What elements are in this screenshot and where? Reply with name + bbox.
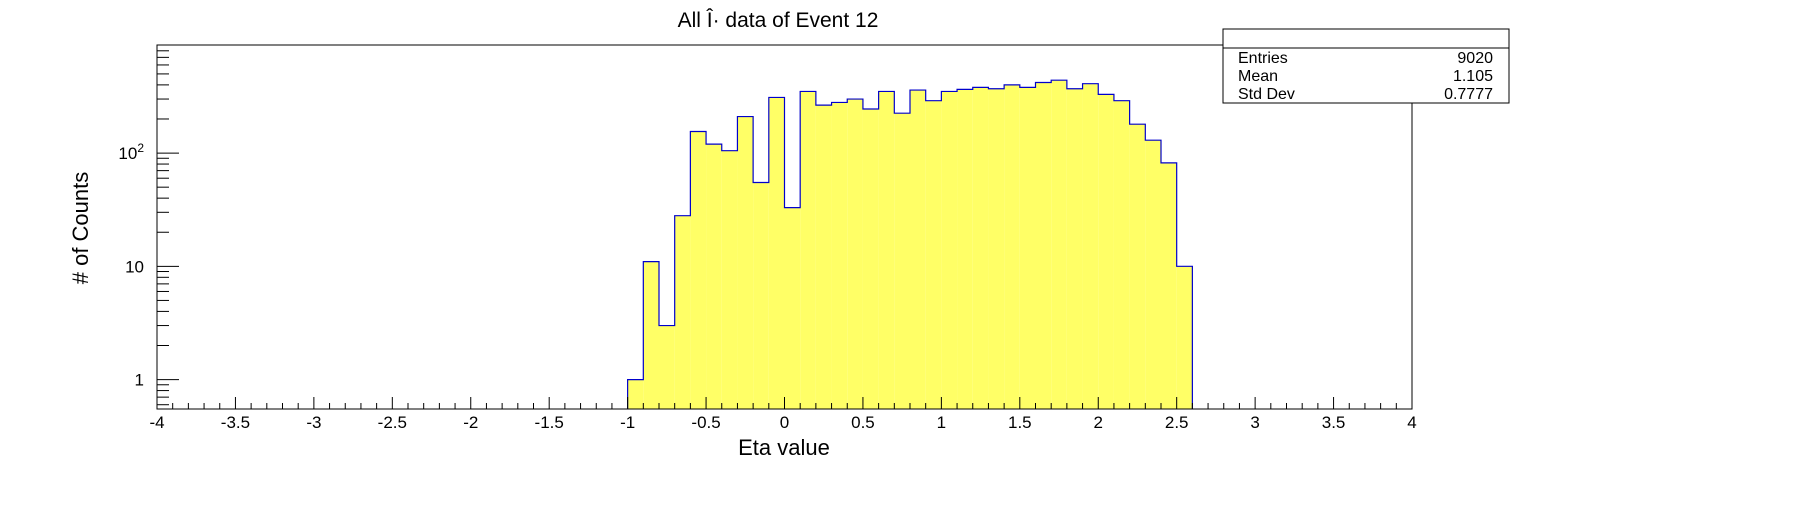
x-tick-label: 2.5: [1165, 413, 1189, 432]
histogram-bar: [862, 108, 879, 409]
x-tick-label: -2.5: [378, 413, 407, 432]
histogram-bar: [800, 91, 816, 410]
histogram-bar: [643, 261, 659, 409]
stats-std-label: Std Dev: [1238, 86, 1295, 103]
stats-mean-label: Mean: [1238, 68, 1278, 85]
histogram-bar: [690, 131, 707, 409]
histogram-bar: [941, 91, 958, 410]
histogram-bars: [627, 79, 1193, 410]
histogram-bar: [1066, 88, 1083, 409]
histogram-bar: [988, 88, 1005, 409]
histogram-bar: [1035, 82, 1052, 409]
chart-title: All Î· data of Event 12: [678, 9, 879, 32]
histogram-bar: [910, 90, 926, 409]
x-tick-label: -0.5: [691, 413, 720, 432]
stats-entries-value: 9020: [1457, 50, 1493, 67]
histogram-bar: [957, 89, 973, 409]
histogram-bar: [768, 97, 785, 410]
histogram-bar: [831, 102, 848, 409]
stats-std-value: 0.7777: [1444, 86, 1493, 103]
x-tick-label: 3: [1250, 413, 1259, 432]
histogram-bar: [1129, 124, 1146, 410]
histogram-bar: [674, 215, 691, 409]
y-axis-label: # of Counts: [68, 172, 93, 285]
histogram-bar: [627, 379, 644, 409]
x-tick-label: -4: [149, 413, 164, 432]
x-tick-label: 1: [937, 413, 946, 432]
x-axis: -4 -3.5 -3 -2.5 -2 -1.5 -1 -0.5 0 0.5 1 1.5 2 2.5 3 3.5…: [149, 397, 1417, 432]
x-tick-label: -1.5: [535, 413, 564, 432]
histogram-bar: [847, 99, 863, 410]
histogram-bar: [753, 182, 769, 409]
histogram-outline: [627, 79, 1193, 409]
histogram-bar: [721, 150, 738, 409]
stats-box: Entries 9020 Mean 1.105 Std Dev 0.7777: [1222, 28, 1510, 104]
histogram-bar: [925, 100, 942, 410]
x-tick-label: 3.5: [1322, 413, 1346, 432]
stats-mean-value: 1.105: [1453, 68, 1493, 85]
histogram-bar: [1004, 84, 1020, 409]
stats-box-frame: [1222, 28, 1510, 104]
histogram-bar: [706, 144, 722, 409]
histogram-bar: [1098, 94, 1114, 410]
y-axis: 1 10 102: [118, 44, 179, 406]
y-tick-label: 1: [135, 371, 144, 390]
histogram-bar: [894, 113, 910, 409]
histogram-bar: [1113, 100, 1130, 410]
y-tick-label: 10: [125, 257, 144, 276]
x-axis-label: Eta value: [738, 435, 830, 460]
x-tick-label: -3.5: [221, 413, 250, 432]
histogram-bar: [737, 116, 754, 409]
x-tick-label: 2: [1094, 413, 1103, 432]
x-tick-label: -2: [463, 413, 478, 432]
x-tick-label: 1.5: [1008, 413, 1032, 432]
x-tick-label: 4: [1407, 413, 1416, 432]
x-tick-label: -3: [306, 413, 321, 432]
histogram-bar: [1176, 266, 1193, 409]
x-tick-label: -1: [620, 413, 635, 432]
histogram-bar: [784, 207, 801, 409]
histogram-bar: [1082, 83, 1099, 409]
histogram-bar: [1019, 87, 1036, 410]
histogram-bar: [1051, 80, 1067, 409]
histogram-bar: [1145, 140, 1161, 409]
y-tick-label: 102: [118, 141, 144, 163]
x-tick-label: 0: [780, 413, 789, 432]
histogram-bar: [972, 87, 989, 410]
histogram-bar: [1161, 162, 1177, 409]
stats-entries-label: Entries: [1238, 50, 1288, 67]
x-tick-label: 0.5: [851, 413, 875, 432]
histogram-bar: [878, 91, 895, 410]
histogram-bar: [659, 325, 675, 409]
histogram-bar: [815, 105, 832, 409]
